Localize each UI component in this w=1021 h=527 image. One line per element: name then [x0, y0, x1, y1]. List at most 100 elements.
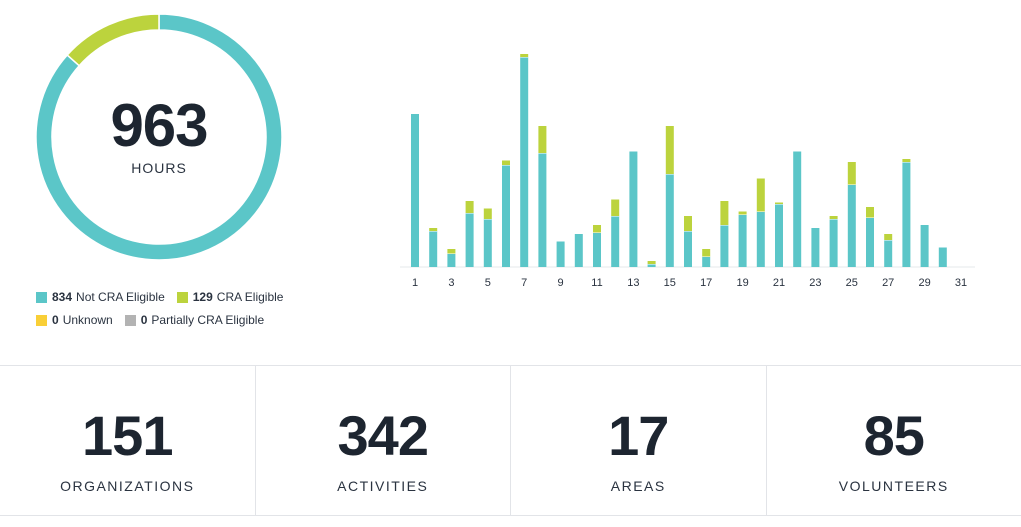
- bar-day-24-cra: [829, 216, 838, 219]
- legend-row-2: 0 Unknown 0 Partially CRA Eligible: [36, 313, 316, 327]
- bar-day-25-cra: [847, 162, 856, 185]
- bar-day-4-not-cra: [465, 213, 474, 267]
- bar-day-5-not-cra: [483, 219, 492, 267]
- x-tick-label: 19: [736, 277, 748, 289]
- x-tick-label: 11: [591, 277, 602, 289]
- x-tick-label: 9: [558, 277, 564, 289]
- bar-day-15-cra: [665, 126, 674, 174]
- daily-hours-bar-chart: 1 3 5 7 9 11 13 15 17 19 21 23 25 27 29 31: [400, 54, 975, 289]
- legend-item-partial: 0 Partially CRA Eligible: [124, 313, 265, 327]
- bar-day-27-cra: [884, 234, 893, 240]
- bar-day-21-not-cra: [775, 204, 783, 267]
- bar-day-14-not-cra: [647, 264, 656, 267]
- bar-day-3-not-cra: [447, 253, 456, 267]
- bar-day-13-not-cra: [629, 151, 638, 267]
- x-tick-label: 15: [664, 277, 676, 289]
- bar-day-6-not-cra: [502, 165, 510, 267]
- total-hours-unit: HOURS: [131, 160, 187, 176]
- bar-day-27-not-cra: [884, 240, 893, 267]
- bar-day-17-cra: [702, 249, 711, 257]
- bar-day-30-not-cra: [938, 247, 947, 267]
- bar-day-2-not-cra: [429, 231, 438, 267]
- legend-swatch-not-cra: [36, 291, 47, 303]
- donut-center: 963 HOURS: [36, 14, 282, 260]
- bar-day-11-not-cra: [593, 232, 601, 267]
- stat-activities-label: ACTIVITIES: [337, 478, 429, 494]
- legend-count-cra: 129: [192, 290, 213, 304]
- bar-day-15-not-cra: [665, 174, 674, 267]
- legend-swatch-partial: [124, 314, 136, 326]
- x-tick-label: 7: [521, 277, 527, 289]
- bar-day-9-not-cra: [556, 241, 565, 267]
- donut-legend: 834 Not CRA Eligible 129 CRA Eligible 0 …: [36, 290, 316, 336]
- x-tick-label: 17: [700, 277, 712, 289]
- x-tick-label: 13: [627, 277, 639, 289]
- legend-label-unknown: Unknown: [62, 313, 113, 327]
- legend-label-not-cra: Not CRA Eligible: [76, 290, 165, 304]
- legend-count-partial: 0: [140, 313, 148, 327]
- stat-organizations-label: ORGANIZATIONS: [60, 478, 195, 494]
- bar-day-26-not-cra: [866, 217, 874, 267]
- stat-areas-value: 17: [608, 404, 669, 467]
- x-tick-label: 23: [809, 277, 821, 289]
- bar-day-1-not-cra: [411, 114, 419, 267]
- bar-day-24-not-cra: [829, 219, 838, 267]
- stat-organizations-value: 151: [82, 404, 173, 467]
- bar-day-28-cra: [902, 159, 911, 162]
- legend-count-unknown: 0: [52, 313, 59, 327]
- bar-day-18-not-cra: [720, 225, 729, 267]
- legend-item-unknown: 0 Unknown: [36, 313, 113, 327]
- bar-day-8-not-cra: [538, 153, 547, 267]
- stats-row: 151 ORGANIZATIONS 342 ACTIVITIES 17 AREA…: [0, 365, 1021, 516]
- bar-day-16-not-cra: [684, 231, 692, 267]
- bar-day-7-cra: [520, 54, 529, 57]
- stat-volunteers: 85 VOLUNTEERS: [767, 366, 1021, 515]
- hours-donut-chart: 963 HOURS: [36, 14, 282, 260]
- bar-day-17-not-cra: [702, 256, 711, 267]
- x-tick-label: 5: [485, 277, 491, 289]
- legend-count-not-cra: 834: [52, 290, 73, 304]
- legend-swatch-cra: [176, 291, 188, 303]
- legend-label-cra: CRA Eligible: [216, 290, 284, 304]
- bar-day-3-cra: [447, 249, 456, 254]
- stat-volunteers-value: 85: [863, 404, 925, 467]
- bar-day-4-cra: [465, 201, 474, 213]
- bar-day-19-cra: [738, 211, 747, 215]
- x-tick-label: 25: [846, 277, 858, 289]
- bar-day-23-not-cra: [811, 228, 820, 267]
- x-tick-label: 1: [412, 277, 418, 289]
- bar-day-20-cra: [756, 178, 765, 212]
- bar-day-26-cra: [866, 207, 874, 218]
- bar-day-6-cra: [502, 160, 510, 165]
- donut-svg: [36, 14, 282, 260]
- x-tick-label: 3: [448, 277, 454, 289]
- stat-organizations: 151 ORGANIZATIONS: [0, 366, 256, 515]
- bar-day-29-not-cra: [920, 225, 929, 267]
- bar-day-5-cra: [483, 208, 492, 219]
- bar-day-14-cra: [647, 261, 656, 264]
- legend-swatch-unknown: [36, 314, 47, 326]
- bar-day-8-cra: [538, 126, 547, 153]
- bar-day-12-cra: [611, 199, 620, 216]
- x-tick-label: 31: [955, 277, 967, 289]
- stat-areas: 17 AREAS: [511, 366, 767, 515]
- stat-activities: 342 ACTIVITIES: [256, 366, 511, 515]
- bar-day-10-not-cra: [574, 234, 583, 267]
- bar-day-19-not-cra: [738, 214, 747, 267]
- stat-activities-value: 342: [337, 404, 429, 467]
- bar-day-20-not-cra: [756, 211, 765, 267]
- bar-day-7-not-cra: [520, 57, 529, 267]
- bar-day-21-cra: [775, 202, 783, 204]
- x-tick-label: 29: [918, 277, 930, 289]
- legend-label-partial: Partially CRA Eligible: [151, 313, 265, 327]
- donut-slice-cra: [66, 14, 160, 67]
- bar-day-25-not-cra: [847, 184, 856, 267]
- bar-day-18-cra: [720, 201, 729, 225]
- donut-slice-not-cra: [36, 14, 282, 260]
- bar-day-12-not-cra: [611, 216, 620, 267]
- bar-day-16-cra: [684, 216, 692, 231]
- x-tick-label: 21: [773, 277, 785, 289]
- x-tick-label: 27: [882, 277, 894, 289]
- legend-item-cra: 129 CRA Eligible: [176, 290, 284, 304]
- legend-row-1: 834 Not CRA Eligible 129 CRA Eligible: [36, 290, 316, 304]
